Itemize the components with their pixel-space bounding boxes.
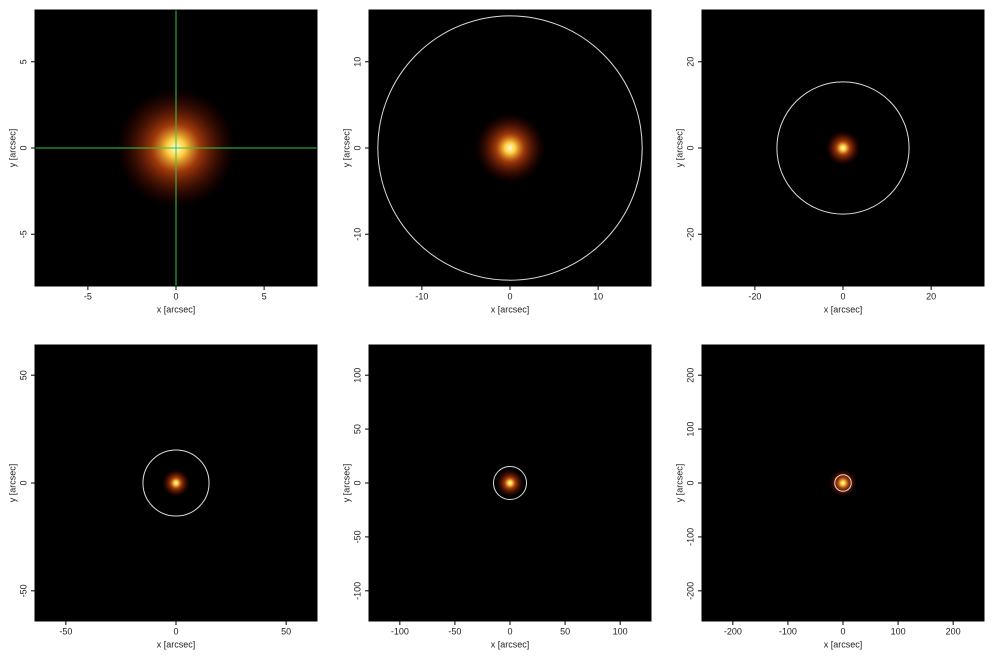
y-tick-label: -20: [685, 228, 695, 241]
y-axis-label: y [arcsec]: [674, 464, 684, 503]
y-axis-label: y [arcsec]: [7, 464, 17, 503]
panel: -10 0 10 -10 0 10 x [arcsec] y [arcsec]: [341, 9, 652, 314]
x-axis-label: x [arcsec]: [824, 639, 863, 649]
x-tick-label: -20: [748, 291, 761, 301]
source-glow: [825, 130, 861, 166]
y-tick-label: 0: [18, 145, 28, 150]
x-tick-label: 100: [891, 626, 906, 636]
x-tick-label: 200: [946, 626, 961, 636]
panel: -5 0 5 -5 0 5 x [arcsec] y [arcsec]: [7, 9, 318, 314]
y-tick-label: -50: [18, 584, 28, 597]
panel: -50 0 50 -50 0 50 x [arcsec] y [arcsec]: [7, 344, 318, 649]
y-tick-label: -5: [18, 230, 28, 238]
source-glow: [474, 112, 546, 184]
x-axis-label: x [arcsec]: [824, 304, 863, 314]
y-tick-label: 0: [352, 145, 362, 150]
y-tick-label: 0: [685, 145, 695, 150]
x-tick-label: 100: [613, 626, 628, 636]
x-tick-label: 10: [593, 291, 603, 301]
x-tick-label: -5: [84, 291, 92, 301]
aperture-circle: [776, 81, 910, 215]
x-axis-label: x [arcsec]: [157, 304, 196, 314]
x-tick-label: -200: [724, 626, 742, 636]
y-tick-label: 100: [685, 422, 695, 437]
x-tick-label: 0: [507, 626, 512, 636]
y-tick-label: -200: [685, 582, 695, 600]
y-tick-label: 0: [685, 480, 695, 485]
y-tick-label: -100: [352, 582, 362, 600]
x-tick-label: -100: [391, 626, 409, 636]
aperture-circle: [492, 465, 528, 501]
aperture-circle: [142, 449, 210, 517]
x-axis-label: x [arcsec]: [157, 639, 196, 649]
x-tick-label: -50: [59, 626, 72, 636]
panel: -20 0 20 -20 0 20 x [arcsec] y [arcsec]: [674, 9, 985, 314]
x-axis-label: x [arcsec]: [491, 639, 530, 649]
y-axis-label: y [arcsec]: [7, 129, 17, 168]
y-tick-label: 0: [352, 480, 362, 485]
y-tick-label: 200: [685, 368, 695, 383]
source-glow: [829, 469, 857, 497]
y-tick-label: -10: [352, 228, 362, 241]
y-axis-label: y [arcsec]: [341, 464, 351, 503]
x-tick-label: 0: [840, 626, 845, 636]
x-tick-label: -100: [779, 626, 797, 636]
panel: -100 -50 0 50 100 -100 -50 0 50 100 x [arcsec] y [a…: [341, 344, 652, 649]
source-glow: [496, 469, 524, 497]
x-tick-label: 20: [926, 291, 936, 301]
panel: -200 -100 0 100 200 -200 -100 0 100 200 x [arcsec]…: [674, 344, 985, 649]
x-tick-label: 50: [560, 626, 570, 636]
x-axis-label: x [arcsec]: [491, 304, 530, 314]
y-axis-label: y [arcsec]: [674, 129, 684, 168]
x-tick-label: 0: [173, 626, 178, 636]
y-tick-label: 20: [685, 57, 695, 67]
y-tick-label: 5: [18, 59, 28, 64]
x-tick-label: 5: [262, 291, 267, 301]
x-tick-label: 0: [840, 291, 845, 301]
aperture-circle: [377, 15, 643, 281]
aperture-circle: [834, 474, 852, 492]
y-axis-label: y [arcsec]: [341, 129, 351, 168]
y-tick-label: 50: [352, 424, 362, 434]
x-tick-label: 0: [507, 291, 512, 301]
y-tick-label: -100: [685, 528, 695, 546]
y-tick-label: 10: [352, 57, 362, 67]
x-tick-label: 0: [173, 291, 178, 301]
y-tick-label: 50: [18, 370, 28, 380]
y-tick-label: -50: [352, 530, 362, 543]
x-tick-label: -50: [448, 626, 461, 636]
x-tick-label: -10: [415, 291, 428, 301]
source-glow: [162, 469, 190, 497]
y-tick-label: 100: [352, 368, 362, 383]
y-tick-label: 0: [18, 480, 28, 485]
x-tick-label: 50: [281, 626, 291, 636]
